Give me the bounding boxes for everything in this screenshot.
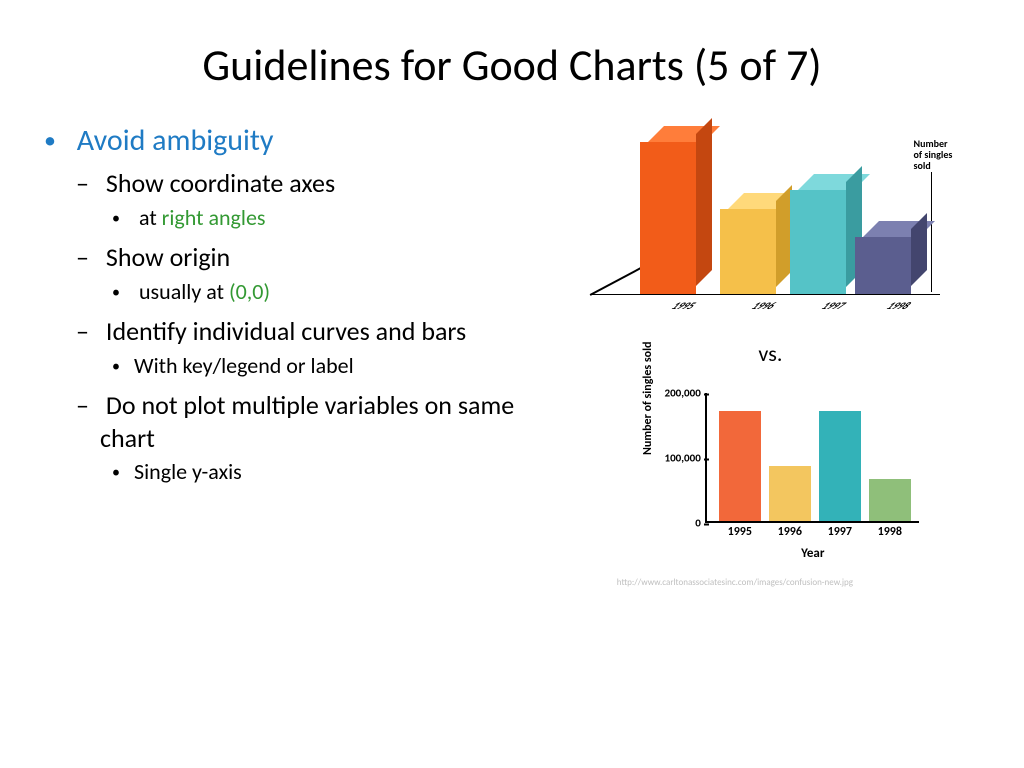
bullet-text: at — [139, 204, 162, 231]
xtick: 1995 — [728, 521, 752, 539]
good-chart-2d: Number of singles sold Year 0100,000200,… — [647, 385, 937, 565]
bar3d — [790, 190, 846, 295]
slide-title: Guidelines for Good Charts (5 of 7) — [0, 0, 1024, 92]
bullet-green: right angles — [162, 204, 266, 231]
bullet-l2-multiple: Do not plot multiple variables on same c… — [100, 389, 557, 486]
charts-column: Numberof singlessold 1995 1996 1997 1998 vs… — [557, 122, 984, 588]
chart2d-ylabel: Number of singles sold — [641, 341, 655, 455]
xtick: 1996 — [778, 521, 802, 539]
bar3d — [855, 237, 911, 294]
chart2d-xlabel: Year — [801, 546, 824, 561]
bullet-text: usually at — [139, 278, 229, 305]
bullet-l2-origin: Show origin usually at (0,0) — [100, 241, 557, 305]
bullet-text: Show origin — [106, 241, 230, 273]
bullet-l3-single-y: Single y-axis — [134, 458, 557, 486]
bad-chart-3d: Numberof singlessold 1995 1996 1997 1998 — [580, 132, 960, 322]
bullet-l1: Avoid ambiguity Show coordinate axes at … — [70, 122, 557, 486]
chart3d-ylabel: Numberof singlessold — [914, 138, 953, 171]
chart2d-plot: Year 0100,000200,0001995199619971998 — [705, 393, 919, 523]
xtick: 1998 — [878, 521, 902, 539]
content-area: Avoid ambiguity Show coordinate axes at … — [0, 92, 1024, 588]
ytick: 100,000 — [665, 452, 707, 465]
bullet-text: Do not plot multiple variables on same c… — [100, 389, 514, 454]
bullet-text: Identify individual curves and bars — [106, 315, 466, 347]
bar3d-xlabel: 1997 — [818, 299, 851, 312]
bar3d — [640, 142, 696, 294]
bullet-l2-identify: Identify individual curves and bars With… — [100, 315, 557, 379]
bar2d — [819, 411, 861, 522]
ytick: 0 — [695, 517, 707, 530]
vs-label: vs. — [557, 340, 984, 367]
bar2d — [769, 466, 811, 521]
bullet-l1-text: Avoid ambiguity — [77, 122, 274, 159]
bar3d-xlabel: 1996 — [748, 299, 781, 312]
bullet-l3-origin: usually at (0,0) — [134, 278, 557, 306]
bullet-l3-right-angles: at right angles — [134, 204, 557, 232]
bullet-l2-axes: Show coordinate axes at right angles — [100, 167, 557, 231]
bullet-l3-legend: With key/legend or label — [134, 352, 557, 380]
bar3d — [720, 209, 776, 295]
bar2d — [869, 479, 911, 521]
bar3d-xlabel: 1995 — [668, 299, 701, 312]
bullet-text: Show coordinate axes — [106, 167, 335, 199]
xtick: 1997 — [828, 521, 852, 539]
bar3d-xlabel: 1998 — [883, 299, 916, 312]
bullet-list: Avoid ambiguity Show coordinate axes at … — [40, 122, 557, 588]
citation: http://www.carltonassociatesinc.com/imag… — [557, 577, 984, 588]
bar2d — [719, 411, 761, 522]
ytick: 200,000 — [665, 387, 707, 400]
bullet-green: (0,0) — [229, 278, 270, 305]
